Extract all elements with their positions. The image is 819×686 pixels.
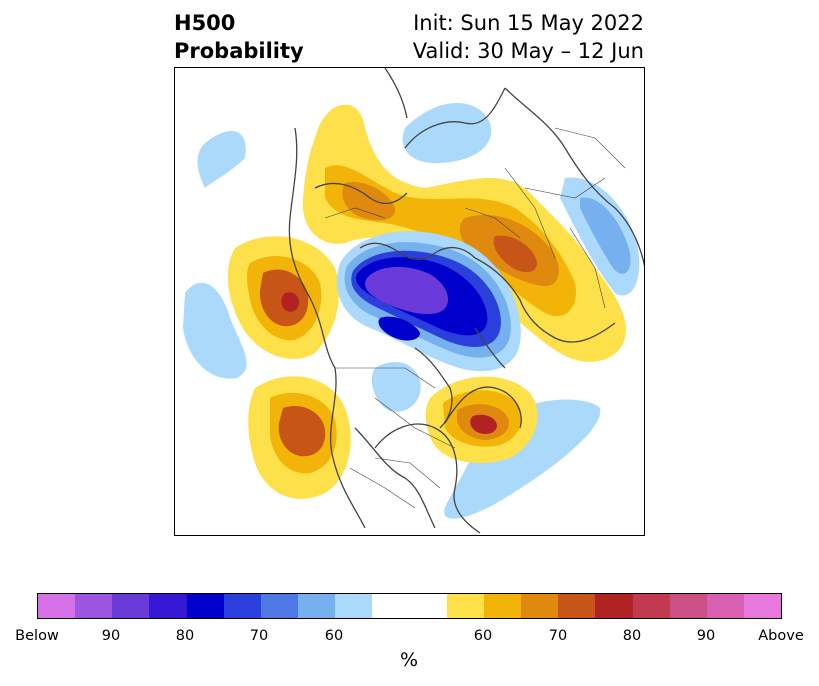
positive-anomaly-eurasia-core: [493, 235, 537, 273]
positive-anomaly-alaska-core: [281, 292, 300, 312]
blue-anomaly-east-asia-core: [580, 197, 631, 274]
map-title: H500 Probability: [174, 9, 304, 65]
blue-anomaly-canada: [371, 362, 421, 412]
colorbar-tick-label: 80: [175, 628, 195, 644]
blue-anomaly-eurasia-north: [402, 103, 492, 163]
colorbar-segment-2: [112, 594, 150, 618]
valid-range: Valid: 30 May – 12 Jun: [412, 39, 644, 63]
colorbar-segment-17: [669, 594, 707, 618]
colorbar-segment-19: [743, 594, 782, 618]
colorbar-tick-label: 70: [548, 628, 568, 644]
date-info: Init: Sun 15 May 2022 Valid: 30 May – 12…: [413, 9, 644, 65]
colorbar-segment-3: [149, 594, 187, 618]
colorbar-segment-10: [409, 594, 447, 618]
colorbar-segment-14: [558, 594, 596, 618]
colorbar-tick-label: 90: [696, 628, 716, 644]
blue-anomaly-north-pacific: [183, 282, 247, 379]
blue-anomaly-pacific-west: [197, 131, 246, 188]
political-borders: [324, 127, 626, 509]
map-canvas: [183, 68, 644, 534]
colorbar-tick-label: 60: [473, 628, 493, 644]
colorbar-segment-7: [298, 594, 336, 618]
colorbar-tick-label: 60: [324, 628, 344, 644]
colorbar-segment-9: [372, 594, 410, 618]
colorbar-segment-5: [223, 594, 261, 618]
colorbar-unit-label: %: [399, 649, 419, 671]
colorbar-segment-12: [483, 594, 522, 618]
colorbar-segment-13: [521, 594, 559, 618]
colorbar-tick-label: 90: [101, 628, 121, 644]
colorbar-segment-0: [38, 594, 76, 618]
blue-anomaly-atlantic: [444, 399, 601, 519]
title-line-type: Probability: [174, 39, 304, 63]
colorbar: [37, 593, 782, 619]
colorbar-tick-label: Below: [15, 628, 59, 644]
colorbar-segment-4: [186, 594, 224, 618]
colorbar-segment-18: [706, 594, 744, 618]
title-line-variable: H500: [174, 11, 236, 35]
colorbar-segment-16: [632, 594, 670, 618]
colorbar-tick-label: 80: [622, 628, 642, 644]
colorbar-segment-6: [260, 594, 299, 618]
colorbar-segment-11: [446, 594, 484, 618]
init-date: Init: Sun 15 May 2022: [413, 11, 644, 35]
positive-anomaly-east-canada-core: [470, 414, 497, 434]
probability-map: [174, 67, 645, 536]
colorbar-tick-label: 70: [249, 628, 269, 644]
positive-anomaly-siberia: [342, 182, 396, 221]
coastlines: [288, 68, 644, 534]
negative-anomaly-arctic-90: [364, 266, 449, 315]
colorbar-segment-1: [75, 594, 113, 618]
colorbar-segment-15: [595, 594, 633, 618]
neutral-central-arctic: [378, 316, 420, 341]
colorbar-segment-8: [335, 594, 373, 618]
positive-anomaly-west-us-high: [278, 405, 326, 457]
colorbar-tick-label: Above: [758, 628, 804, 644]
